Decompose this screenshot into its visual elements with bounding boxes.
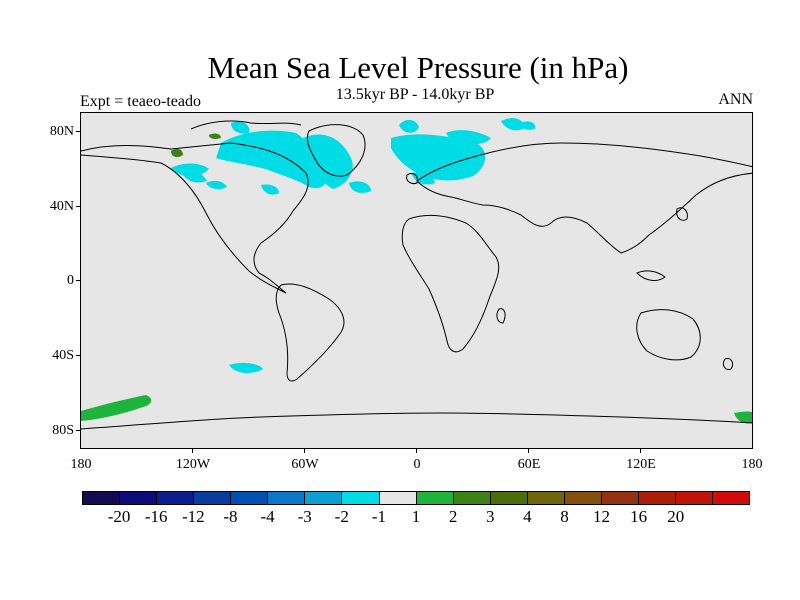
anomaly-region-iceland xyxy=(399,119,419,133)
coastline-antarctica xyxy=(81,412,752,430)
colorbar-box xyxy=(453,492,491,504)
colorbar-box xyxy=(713,492,750,504)
anomaly-region-pacific-north xyxy=(181,170,207,183)
colorbar-box xyxy=(416,492,454,504)
coastline-uk xyxy=(406,172,418,184)
y-tick-40s xyxy=(76,355,80,356)
x-tick-label-0: 0 xyxy=(413,457,421,472)
x-tick-60w xyxy=(304,449,305,453)
colorbar-label: 4 xyxy=(523,507,532,526)
colorbar-box xyxy=(601,492,639,504)
anomaly-region-small-1 xyxy=(206,180,227,190)
colorbar-label: -1 xyxy=(371,507,386,526)
colorbar-box xyxy=(379,492,417,504)
y-tick-label-40n: 40N xyxy=(49,199,74,214)
colorbar-label: 20 xyxy=(667,507,685,526)
colorbar-box xyxy=(490,492,528,504)
coastline-arctic-islands xyxy=(190,120,302,130)
anomaly-region-labrador xyxy=(349,181,371,193)
colorbar-box xyxy=(527,492,565,504)
season-label: ANN xyxy=(718,91,753,108)
colorbar-box xyxy=(231,492,269,504)
experiment-label: Expt = teaeo-teado xyxy=(80,93,201,110)
map-title: Mean Sea Level Pressure (in hPa) xyxy=(207,50,629,85)
colorbar xyxy=(82,491,750,505)
colorbar-box xyxy=(638,492,676,504)
coastline-japan xyxy=(676,207,688,221)
colorbar-label: -16 xyxy=(144,507,168,526)
x-tick-label-180w: 180 xyxy=(70,457,92,472)
colorbar-box xyxy=(342,492,380,504)
colorbar-box xyxy=(305,492,343,504)
colorbar-box xyxy=(194,492,232,504)
colorbar-box xyxy=(564,492,602,504)
anomaly-region-south-pacific xyxy=(229,362,263,374)
anomaly-region-barents xyxy=(521,121,536,130)
x-tick-label-60w: 60W xyxy=(291,457,319,472)
anomaly-region-eurasia-arctic xyxy=(446,130,491,145)
negative-anomaly-regions xyxy=(171,118,536,374)
colorbar-box xyxy=(676,492,714,504)
x-tick-label-180e: 180 xyxy=(741,457,763,472)
anomaly-region-arctic-positive xyxy=(209,133,221,139)
coastline-madagascar xyxy=(496,308,506,324)
anomaly-region-southern-ocean-east xyxy=(734,411,752,424)
colorbar-label: 2 xyxy=(448,507,458,526)
colorbar-label: 1 xyxy=(411,507,421,526)
y-tick-label-80s: 80S xyxy=(52,423,74,438)
x-tick-label-120w: 120W xyxy=(175,457,211,472)
colorbar-label: -8 xyxy=(223,507,238,526)
x-tick-label-60e: 60E xyxy=(517,457,541,472)
coastlines xyxy=(81,120,752,430)
coastline-australia xyxy=(636,309,701,361)
time-range-subtitle: 13.5kyr BP - 14.0kyr BP xyxy=(335,86,495,103)
colorbar-label: -3 xyxy=(297,507,312,526)
colorbar-label: -12 xyxy=(181,507,205,526)
anomaly-region-baffin xyxy=(231,121,250,134)
y-tick-label-40s: 40S xyxy=(52,348,74,363)
colorbar-label: -20 xyxy=(107,507,131,526)
colorbar-label: -4 xyxy=(260,507,275,526)
colorbar-label: -2 xyxy=(334,507,349,526)
anomaly-region-southern-ocean-west xyxy=(81,395,152,421)
colorbar-label: 16 xyxy=(630,507,648,526)
anomaly-region-scandinavia xyxy=(411,172,435,185)
anomaly-region-north-atlantic xyxy=(391,134,486,181)
y-tick-label-80n: 80N xyxy=(49,124,74,139)
pressure-anomaly-map xyxy=(80,112,753,449)
positive-anomaly-regions xyxy=(81,133,752,424)
y-tick-80s xyxy=(76,430,80,431)
x-tick-120w xyxy=(192,449,193,453)
coastline-north-america xyxy=(81,142,309,294)
colorbar-label: 3 xyxy=(485,507,495,526)
y-tick-label-0: 0 xyxy=(67,273,74,288)
anomaly-region-greenland xyxy=(303,134,353,189)
anomaly-region-alaska-positive xyxy=(171,148,183,158)
coastline-south-america xyxy=(275,283,345,382)
y-tick-80n xyxy=(76,131,80,132)
coastline-indonesia xyxy=(636,270,666,281)
colorbar-box xyxy=(157,492,195,504)
colorbar-label: 8 xyxy=(560,507,569,526)
anomaly-region-siberia xyxy=(501,118,526,131)
y-tick-40n xyxy=(76,206,80,207)
colorbar-box xyxy=(268,492,306,504)
world-map-svg xyxy=(81,118,752,430)
coastline-africa xyxy=(401,215,500,353)
colorbar-box xyxy=(120,492,158,504)
anomaly-region-hudson xyxy=(261,184,279,195)
coastline-europe-asia xyxy=(416,142,752,254)
x-tick-60e xyxy=(528,449,529,453)
colorbar-box xyxy=(83,492,121,504)
y-tick-0 xyxy=(76,280,80,281)
x-tick-label-120e: 120E xyxy=(626,457,656,472)
anomaly-region-alaska xyxy=(171,163,209,177)
colorbar-label: 12 xyxy=(593,507,611,526)
coastline-new-zealand xyxy=(722,358,734,370)
x-tick-0 xyxy=(416,449,417,453)
x-tick-120e xyxy=(640,449,641,453)
coastline-greenland xyxy=(306,124,366,177)
